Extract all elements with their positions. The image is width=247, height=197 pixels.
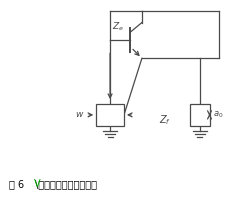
Text: $w$: $w$ <box>75 110 84 119</box>
Bar <box>190 104 209 126</box>
Text: $Z_f$: $Z_f$ <box>159 113 171 127</box>
Text: V: V <box>34 179 40 189</box>
Text: $Z_e$: $Z_e$ <box>112 20 124 33</box>
Text: $a_0$: $a_0$ <box>213 110 224 120</box>
Text: \串联负反馈微带线结构: \串联负反馈微带线结构 <box>36 179 98 189</box>
Text: 图 6: 图 6 <box>9 179 24 189</box>
Bar <box>96 104 124 126</box>
